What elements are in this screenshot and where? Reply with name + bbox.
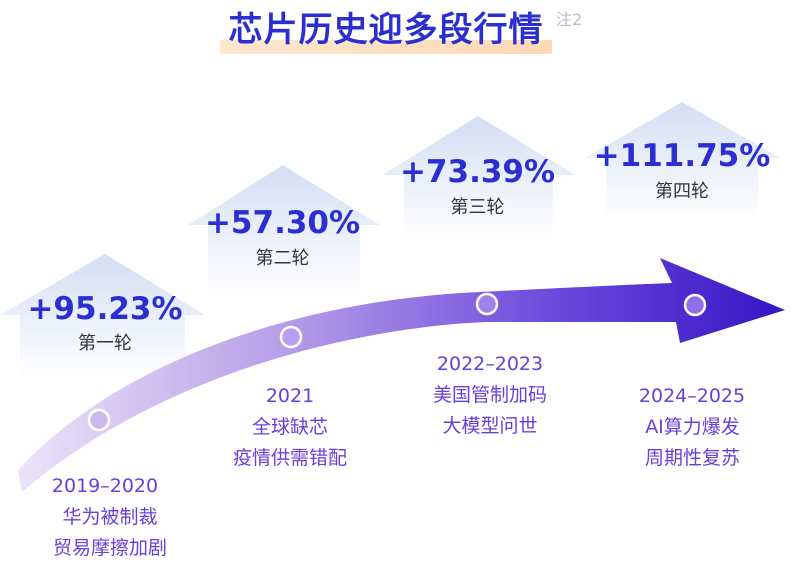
round-1-label: 第一轮 [78, 333, 132, 354]
timeline-dot-1 [87, 408, 111, 432]
up-arrow-round-3 [382, 116, 575, 240]
page-title: 芯片历史迎多段行情 [228, 10, 544, 50]
round-3-reason-2: 大模型问世 [442, 415, 538, 437]
timeline-dot-2 [279, 325, 303, 349]
round-2-label: 第二轮 [255, 248, 310, 269]
round-2-reason-1: 全球缺芯 [251, 416, 328, 438]
round-1-reason-1: 华为被制裁 [62, 506, 158, 528]
round-4-period: 2024–2025 [638, 385, 746, 407]
round-1-percent: +95.23% [27, 291, 183, 327]
round-4-percent: +111.75% [593, 138, 771, 174]
up-arrow-round-2 [188, 165, 380, 295]
round-2-period: 2021 [265, 385, 315, 407]
round-1-period: 2019–2020 [51, 475, 159, 497]
round-2-percent: +57.30% [204, 205, 361, 241]
round-2-reason-2: 疫情供需错配 [232, 447, 347, 469]
title-block: 芯片历史迎多段行情 [220, 8, 552, 54]
round-4-reason-1: AI算力爆发 [645, 416, 740, 438]
up-arrow-round-1 [0, 254, 205, 378]
up-arrow-round-4 [585, 102, 780, 220]
round-3-period: 2022–2023 [436, 353, 544, 375]
round-3-percent: +73.39% [399, 154, 556, 190]
trend-arrow [18, 258, 785, 492]
timeline-dot-3 [475, 292, 499, 316]
round-4-label: 第四轮 [655, 181, 709, 202]
round-3-reason-1: 美国管制加码 [432, 384, 547, 406]
round-1-reason-2: 贸易摩擦加剧 [52, 537, 167, 559]
footnote-marker: 注2 [556, 10, 583, 29]
round-3-label: 第三轮 [450, 197, 505, 218]
round-4-reason-2: 周期性复苏 [644, 447, 740, 469]
timeline-dot-4 [683, 293, 707, 317]
title-highlight [220, 40, 552, 54]
